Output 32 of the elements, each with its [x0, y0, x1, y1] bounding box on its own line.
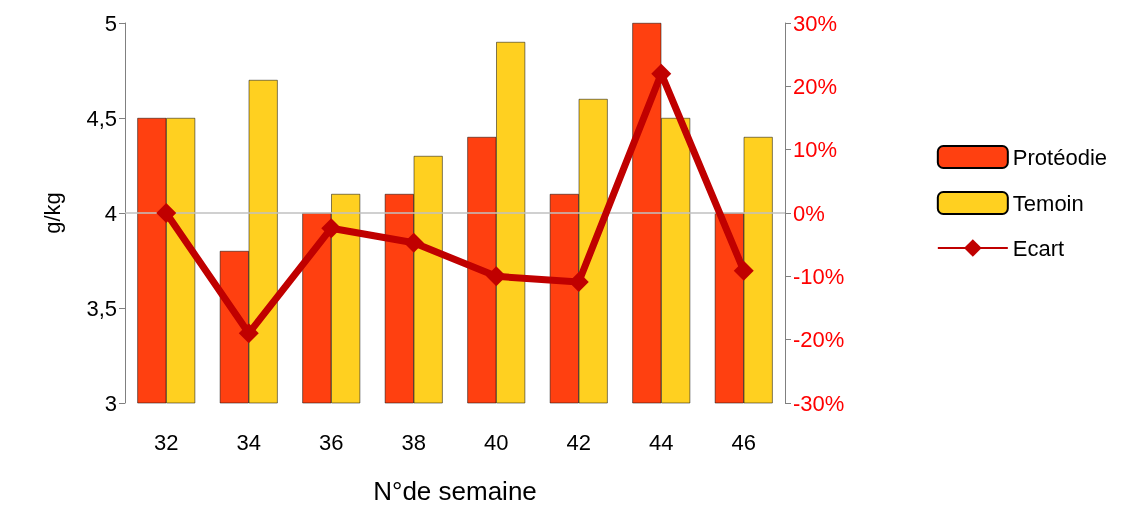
y2-tick-label: -10% [793, 263, 845, 289]
legend-label: Temoin [1012, 190, 1084, 216]
x-tick-label: 32 [154, 429, 179, 455]
x-tick-label: 44 [649, 429, 674, 455]
point [486, 266, 507, 287]
x-tick-label: 38 [401, 429, 426, 455]
point [321, 218, 342, 239]
legend-label: Protéodie [1012, 144, 1108, 170]
point [156, 203, 177, 223]
point [403, 232, 424, 253]
x-axis-title: N°de semaine [373, 476, 537, 506]
y-axis-title: g/kg [39, 192, 65, 234]
x-tick-label: 46 [731, 429, 756, 455]
legend-label: Ecart [1012, 235, 1065, 261]
x-tick-label: 36 [319, 429, 344, 455]
point [733, 260, 754, 281]
y-tick-label: 3,5 [86, 295, 117, 321]
x-tick-label: 40 [484, 429, 509, 455]
point [238, 323, 259, 344]
y2-tick-label: -30% [793, 390, 845, 416]
x-tick-label: 42 [566, 429, 591, 455]
x-tick-label: 34 [236, 429, 261, 455]
y-tick-label: 4 [104, 200, 117, 226]
y2-tick-label: 20% [793, 73, 838, 99]
y2-tick-label: -20% [793, 327, 845, 353]
y2-tick-label: 30% [793, 10, 838, 36]
y-tick-label: 5 [104, 10, 117, 36]
y2-tick-label: 10% [793, 137, 838, 163]
y2-tick-label: 0% [793, 200, 825, 226]
y-tick-label: 4,5 [86, 105, 117, 131]
y-tick-label: 3 [104, 390, 117, 416]
point [651, 63, 672, 84]
